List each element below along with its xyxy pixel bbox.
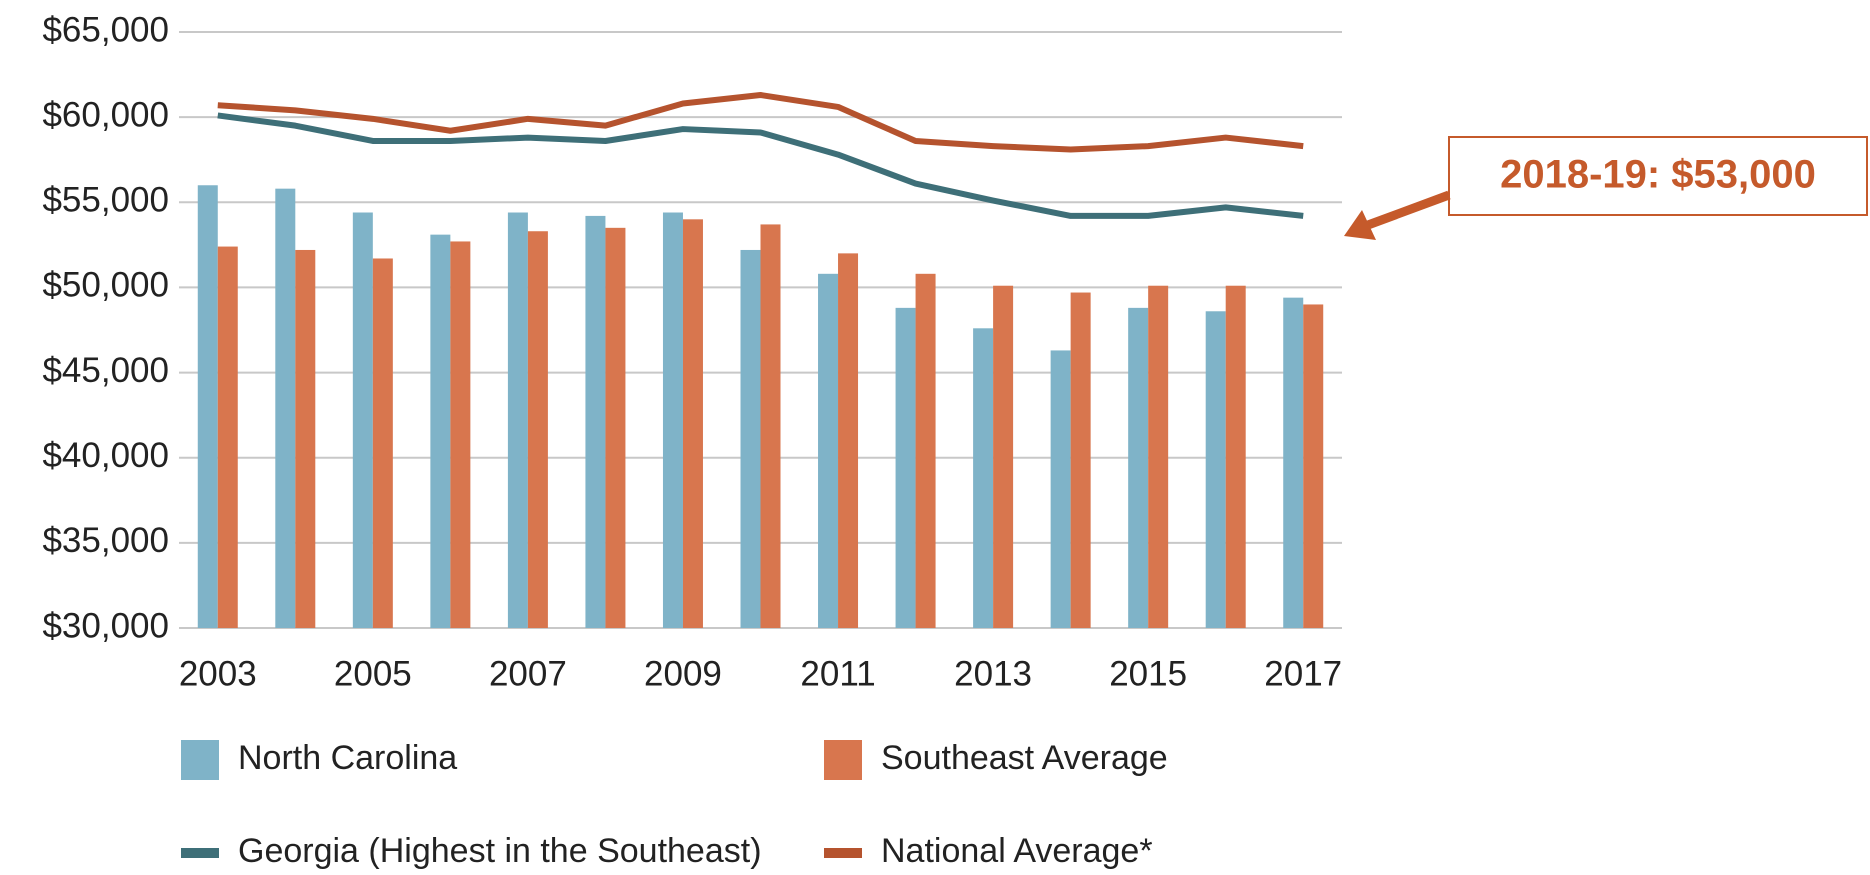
bar xyxy=(838,253,859,628)
bar xyxy=(895,307,916,628)
bar xyxy=(1070,292,1091,628)
bar xyxy=(430,234,451,628)
legend-label: North Carolina xyxy=(238,739,457,777)
legend-swatch xyxy=(824,848,862,858)
bar xyxy=(295,249,316,629)
y-tick-label: $55,000 xyxy=(42,181,169,220)
bar xyxy=(507,212,528,628)
y-tick-label: $60,000 xyxy=(42,95,169,134)
bar xyxy=(1303,304,1324,628)
y-tick-label: $40,000 xyxy=(42,436,169,475)
legend-label: Georgia (Highest in the Southeast) xyxy=(238,832,762,870)
line xyxy=(217,92,1304,153)
bar xyxy=(1050,350,1071,628)
bar xyxy=(197,185,218,628)
bar xyxy=(275,188,296,629)
x-tick-label: 2015 xyxy=(1109,654,1187,693)
bar xyxy=(993,285,1014,628)
x-tick-label: 2005 xyxy=(334,654,412,693)
bar xyxy=(740,249,761,629)
bar xyxy=(372,258,393,628)
legend-swatch xyxy=(824,740,862,780)
bar xyxy=(605,227,626,629)
y-tick-label: $30,000 xyxy=(42,606,169,645)
bar xyxy=(973,328,994,628)
y-tick-label: $35,000 xyxy=(42,521,169,560)
line xyxy=(217,112,1304,219)
x-tick-label: 2011 xyxy=(800,654,875,693)
x-tick-label: 2009 xyxy=(644,654,722,693)
bar xyxy=(915,273,936,628)
bar xyxy=(818,273,839,628)
x-tick-label: 2007 xyxy=(489,654,567,693)
legend-label: Southeast Average xyxy=(881,739,1168,777)
bar xyxy=(585,215,606,628)
x-tick-label: 2013 xyxy=(954,654,1032,693)
x-tick-label: 2017 xyxy=(1264,654,1342,693)
legend-swatch xyxy=(181,848,219,858)
annotation-arrow xyxy=(1366,190,1451,230)
bar xyxy=(1128,307,1149,628)
bar xyxy=(450,241,471,629)
bar xyxy=(682,219,703,629)
annotation: 2018-19: $53,000 xyxy=(1500,153,1816,197)
bar xyxy=(662,212,683,628)
annotation-box xyxy=(1448,136,1868,216)
bar xyxy=(352,212,373,628)
bar xyxy=(760,224,781,628)
legend-label: National Average* xyxy=(881,832,1153,870)
bar xyxy=(1225,285,1246,628)
y-tick-label: $50,000 xyxy=(42,266,169,305)
bar xyxy=(1283,297,1304,628)
bar xyxy=(1148,285,1169,628)
y-tick-label: $45,000 xyxy=(42,351,169,390)
annotation-arrowhead xyxy=(1344,210,1376,240)
x-tick-label: 2003 xyxy=(179,654,257,693)
bar xyxy=(1205,311,1226,628)
bar xyxy=(527,231,548,628)
legend-swatch xyxy=(181,740,219,780)
bar xyxy=(217,246,238,628)
y-tick-label: $65,000 xyxy=(42,10,169,49)
